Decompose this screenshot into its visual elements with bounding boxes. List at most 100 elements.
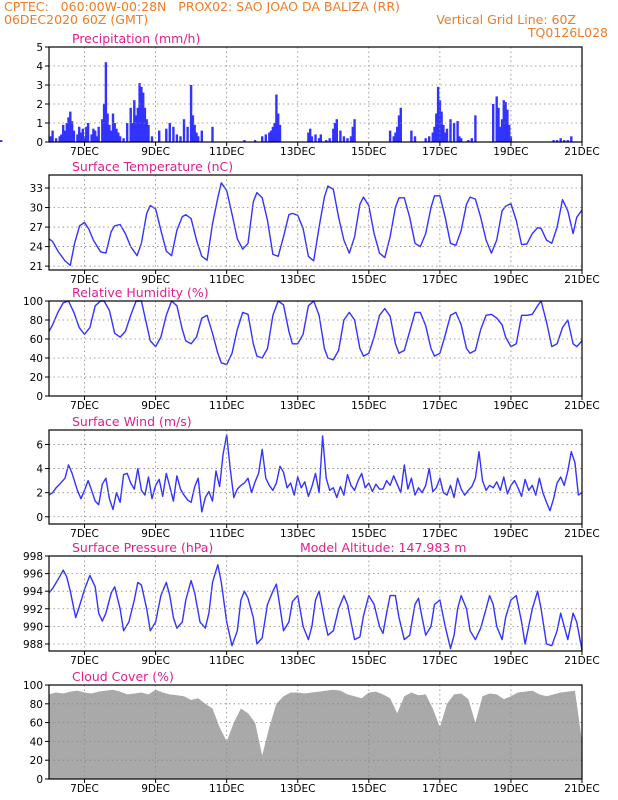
surface-pressure-ytick-label: 990	[23, 621, 43, 633]
precipitation-bar	[113, 123, 116, 142]
precipitation-bar	[81, 128, 84, 142]
precipitation-title: Precipitation (mm/h)	[72, 31, 200, 46]
precipitation-bar	[456, 121, 459, 142]
surface-temperature-xtick-label: 7DEC	[70, 274, 99, 286]
surface-pressure-panel: 988 990 992 994 996 998 7DEC 9DEC 11DEC 13DEC 15DE…	[23, 540, 600, 667]
surface-pressure-ytick-label: 988	[23, 639, 43, 651]
relative-humidity-xtick-label: 13DEC	[280, 400, 315, 412]
precipitation-bar	[150, 136, 154, 142]
surface-temperature-ytick-label: 30	[30, 203, 43, 215]
cloud-cover-ytick-label: 20	[30, 755, 43, 767]
precipitation-bar	[333, 123, 337, 142]
surface-temperature-ytick-label: 27	[30, 222, 43, 234]
precipitation-bar	[97, 126, 100, 142]
surface-wind-ytick-label: 4	[36, 464, 43, 476]
surface-pressure-xtick-label: 9DEC	[141, 655, 170, 667]
precipitation-bar	[555, 140, 559, 142]
relative-humidity-xtick-label: 17DEC	[422, 400, 457, 412]
precipitation-bar	[72, 130, 76, 142]
precipitation-bar	[182, 119, 186, 142]
precipitation-bar	[179, 136, 182, 142]
header-grid-note: Vertical Grid Line: 60Z	[436, 12, 576, 27]
precipitation-bar	[134, 115, 138, 142]
precipitation-bar	[351, 126, 354, 142]
surface-pressure-annotation: Model Altitude: 147.983 m	[300, 540, 466, 555]
precipitation-ytick-label: 2	[36, 99, 43, 111]
relative-humidity-xtick-label: 9DEC	[141, 400, 170, 412]
precipitation-bar	[269, 130, 273, 142]
precipitation-bar	[413, 136, 417, 142]
cloud-cover-xtick-label: 15DEC	[351, 783, 386, 795]
precipitation-bar	[131, 123, 134, 142]
surface-wind-xtick-label: 15DEC	[351, 528, 386, 540]
relative-humidity-ytick-label: 0	[36, 391, 43, 403]
precipitation-bar	[211, 126, 214, 142]
precipitation-bar	[566, 140, 569, 142]
precipitation-xtick-label: 9DEC	[141, 146, 170, 158]
surface-pressure-xtick-label: 7DEC	[70, 655, 99, 667]
surface-temperature-ytick-label: 21	[30, 261, 43, 273]
precipitation-bar	[261, 136, 264, 142]
precipitation-bar	[399, 107, 402, 142]
precipitation-bar	[129, 107, 132, 142]
precipitation-bar	[136, 107, 139, 142]
precipitation-bar	[508, 124, 511, 142]
surface-wind-panel: 0 2 4 6 7DEC 9DEC 11DEC 13DEC 15DEC 17DEC 19DEC 21D…	[36, 414, 599, 540]
surface-temperature-xtick-label: 9DEC	[141, 274, 170, 286]
precipitation-bar	[444, 132, 447, 142]
surface-temperature-ytick-label: 24	[30, 242, 44, 254]
relative-humidity-ytick-label: 100	[23, 296, 43, 308]
cloud-cover-xtick-label: 21DEC	[564, 783, 599, 795]
surface-temperature-xtick-label: 17DEC	[422, 274, 457, 286]
precipitation-bar	[271, 126, 275, 142]
precipitation-ytick-label: 5	[36, 42, 43, 54]
surface-pressure-ytick-label: 996	[23, 569, 43, 581]
surface-wind-xtick-label: 9DEC	[141, 528, 170, 540]
precipitation-bar	[145, 119, 148, 142]
precipitation-bar	[101, 119, 104, 142]
precipitation-bar	[499, 126, 502, 142]
precipitation-bar	[62, 124, 65, 142]
cloud-cover-frame	[48, 684, 583, 780]
precipitation-xtick-label: 21DEC	[564, 146, 599, 158]
precipitation-bar	[397, 115, 401, 142]
precipitation-bar	[332, 128, 335, 142]
relative-humidity-xtick-label: 21DEC	[564, 400, 599, 412]
precipitation-bar	[273, 123, 276, 142]
surface-wind-ytick-label: 2	[36, 488, 43, 500]
precipitation-bar	[509, 136, 513, 142]
relative-humidity-panel: 0 20 40 60 80 100 7DEC 9DEC 11DEC 13DEC 15DEC 17DEC…	[23, 285, 600, 412]
surface-temperature-xtick-label: 11DEC	[209, 274, 244, 286]
precipitation-bar	[349, 136, 353, 142]
surface-wind-ytick-label: 6	[36, 439, 43, 451]
precipitation-bar	[504, 102, 507, 142]
precipitation-bar	[394, 132, 397, 142]
surface-pressure-xtick-label: 13DEC	[280, 655, 315, 667]
relative-humidity-xtick-label: 11DEC	[209, 400, 244, 412]
cloud-cover-xtick-label: 13DEC	[280, 783, 315, 795]
surface-temperature-xtick-label: 13DEC	[280, 274, 315, 286]
relative-humidity-xtick-label: 19DEC	[493, 400, 528, 412]
cloud-cover-xtick-label: 17DEC	[422, 783, 457, 795]
relative-humidity-xtick-label: 15DEC	[351, 400, 386, 412]
precipitation-bar	[307, 132, 310, 142]
cloud-cover-xtick-label: 7DEC	[70, 783, 99, 795]
surface-pressure-frame	[48, 555, 583, 652]
surface-pressure-ytick-label: 998	[23, 551, 43, 563]
precipitation-bar	[495, 96, 498, 142]
precipitation-bar	[106, 113, 109, 142]
precipitation-bar	[85, 126, 88, 142]
precipitation-bar	[467, 140, 470, 142]
precipitation-bar	[328, 138, 331, 142]
precipitation-bar	[470, 138, 473, 142]
precipitation-bar	[500, 119, 504, 142]
surface-temperature-ytick-label: 33	[30, 183, 43, 195]
cloud-cover-ytick-label: 0	[36, 774, 43, 786]
surface-wind-xtick-label: 21DEC	[564, 528, 599, 540]
relative-humidity-ytick-label: 40	[30, 353, 43, 365]
precipitation-bar	[115, 128, 118, 142]
precipitation-bar	[552, 140, 555, 142]
precipitation-bar	[253, 140, 257, 142]
relative-humidity-ytick-label: 60	[30, 334, 43, 346]
cloud-cover-ytick-label: 60	[30, 718, 43, 730]
